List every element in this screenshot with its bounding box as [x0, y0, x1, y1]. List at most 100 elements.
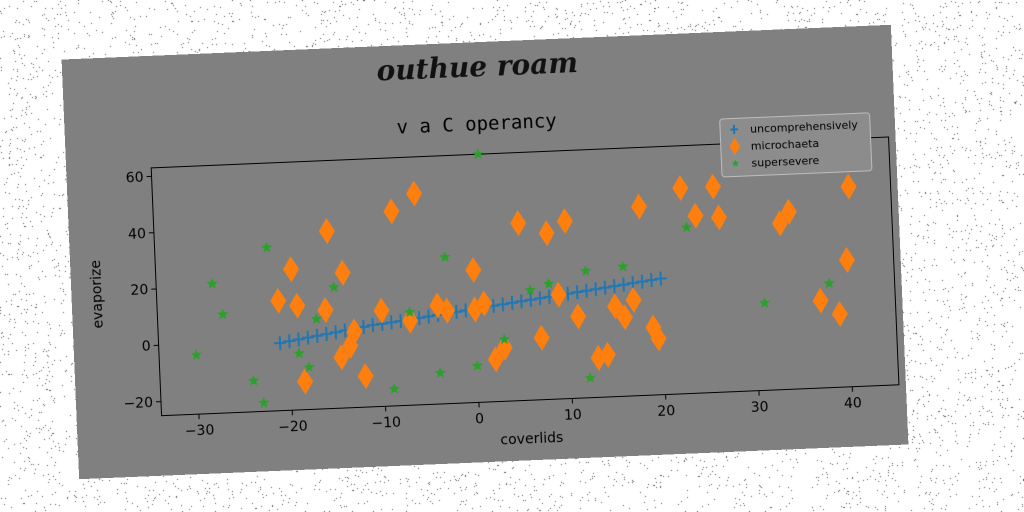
y-tick-label: −20	[123, 395, 153, 412]
supersevere-point	[388, 383, 400, 394]
uncomprehensively-point	[515, 294, 528, 309]
uncomprehensively-point	[366, 317, 379, 333]
microchaeta-point	[780, 198, 797, 225]
supersevere-point	[293, 347, 305, 359]
uncomprehensively-point	[645, 273, 658, 288]
microchaeta-point	[383, 198, 400, 225]
supersevere-point	[498, 333, 510, 345]
microchaeta-point	[510, 210, 527, 237]
microchaeta-point	[439, 297, 456, 324]
uncomprehensively-point	[533, 291, 547, 306]
microchaeta-point	[476, 290, 493, 317]
data-marks	[190, 148, 857, 408]
microchaeta-point	[556, 208, 573, 235]
microchaeta-point	[342, 332, 359, 359]
supersevere-point	[471, 359, 483, 371]
legend-plus-marker	[730, 124, 739, 135]
uncomprehensively-point	[580, 283, 593, 298]
microchaeta-point	[710, 204, 727, 231]
plot-area	[150, 136, 900, 417]
uncomprehensively-point	[320, 326, 333, 342]
microchaeta-point	[402, 307, 419, 334]
microchaeta-point	[672, 175, 689, 202]
supersevere-point	[260, 241, 273, 253]
y-tick-label: 40	[128, 226, 146, 243]
supersevere-point	[524, 284, 536, 296]
microchaeta-point	[406, 180, 423, 207]
uncomprehensively-point	[311, 328, 324, 343]
uncomprehensively-point	[589, 282, 602, 297]
uncomprehensively-point	[283, 334, 296, 349]
legend-box	[719, 112, 873, 178]
x-tick-label: 20	[657, 403, 675, 420]
supersevere-point	[217, 308, 229, 320]
y-tick-label: 0	[141, 339, 151, 355]
uncomprehensively-point	[636, 274, 649, 289]
legend-label: microchaeta	[751, 137, 820, 153]
microchaeta-point	[570, 303, 587, 330]
x-tick-label: −30	[185, 422, 215, 439]
microchaeta-point	[771, 210, 788, 237]
supersevere-point	[584, 372, 596, 383]
supersevere-point	[258, 396, 270, 408]
supersevere-point	[310, 312, 323, 324]
microchaeta-point	[357, 363, 374, 390]
uncomprehensively-point	[608, 279, 621, 294]
uncomprehensively-point	[506, 295, 519, 310]
microchaeta-point	[346, 318, 363, 345]
microchaeta-point	[496, 334, 513, 361]
microchaeta-point	[333, 344, 350, 371]
microchaeta-point	[487, 346, 504, 373]
supersevere-point	[823, 277, 835, 289]
legend-label: supersevere	[751, 154, 820, 170]
microchaeta-point	[538, 220, 555, 247]
microchaeta-point	[373, 297, 390, 324]
supersevere-point	[680, 221, 693, 233]
supersevere-point	[403, 306, 416, 318]
microchaeta-point	[650, 325, 667, 352]
uncomprehensively-point	[292, 332, 305, 347]
uncomprehensively-point	[422, 309, 435, 324]
supersevere-point	[579, 265, 592, 276]
microchaeta-point	[704, 173, 721, 200]
microchaeta-point	[838, 247, 855, 274]
supersevere-point	[434, 366, 446, 379]
microchaeta-point	[550, 281, 567, 308]
x-axis: −30 −20 −10 0 10 20 30 40	[185, 386, 862, 440]
uncomprehensively-point	[598, 280, 612, 295]
supersevere-point	[617, 260, 629, 272]
microchaeta-point	[840, 173, 857, 200]
x-tick-label: −10	[371, 415, 401, 432]
microchaeta-point	[289, 292, 306, 319]
legend-label: uncomprehensively	[750, 118, 859, 136]
microchaeta-point	[616, 304, 633, 331]
chart-title: v a C operancy	[396, 110, 557, 139]
microchaeta-point	[334, 259, 351, 286]
supersevere-point	[758, 296, 771, 308]
microchaeta-point	[317, 297, 334, 324]
y-tick-label: 20	[130, 282, 148, 299]
uncomprehensively-point	[329, 325, 342, 340]
microchaeta-point	[467, 296, 484, 323]
microchaeta-point	[533, 324, 550, 351]
uncomprehensively-point	[385, 315, 398, 330]
microchaeta-point	[590, 344, 607, 371]
supersevere-point	[472, 148, 484, 160]
microchaeta-point	[297, 368, 314, 395]
y-tick-label: 60	[125, 170, 143, 187]
uncomprehensively-point	[654, 271, 667, 286]
microchaeta-point	[283, 256, 300, 283]
legend-star-marker	[731, 159, 740, 167]
supersevere-point	[439, 251, 451, 263]
uncomprehensively-point	[571, 285, 584, 300]
supersevere-point	[247, 374, 260, 386]
supersevere-point	[542, 277, 555, 289]
uncomprehensively-point	[617, 277, 630, 292]
x-tick-label: 10	[564, 407, 582, 424]
scatter-chart: v a C operancy −20 0 20 40 60 −30 −20 −10 0 10 20…	[88, 110, 900, 449]
x-tick-label: 0	[475, 411, 485, 427]
microchaeta-point	[687, 202, 704, 229]
microchaeta-point	[270, 287, 287, 314]
x-tick-label: −20	[278, 419, 308, 436]
microchaeta-point	[831, 300, 848, 327]
